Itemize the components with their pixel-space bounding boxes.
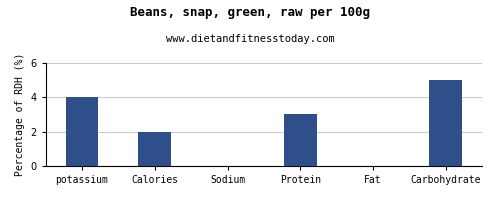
Bar (430, 80, 462, 166)
Bar (66, 97, 98, 166)
Y-axis label: Percentage of RDH (%): Percentage of RDH (%) (15, 53, 25, 176)
Text: www.dietandfitnesstoday.com: www.dietandfitnesstoday.com (166, 34, 334, 44)
Text: Beans, snap, green, raw per 100g: Beans, snap, green, raw per 100g (130, 6, 370, 19)
Title: Beans, snap, green, raw per 100g
www.dietandfitnesstoday.com: Beans, snap, green, raw per 100g www.die… (0, 199, 1, 200)
Bar (138, 132, 171, 166)
Bar (284, 114, 316, 166)
